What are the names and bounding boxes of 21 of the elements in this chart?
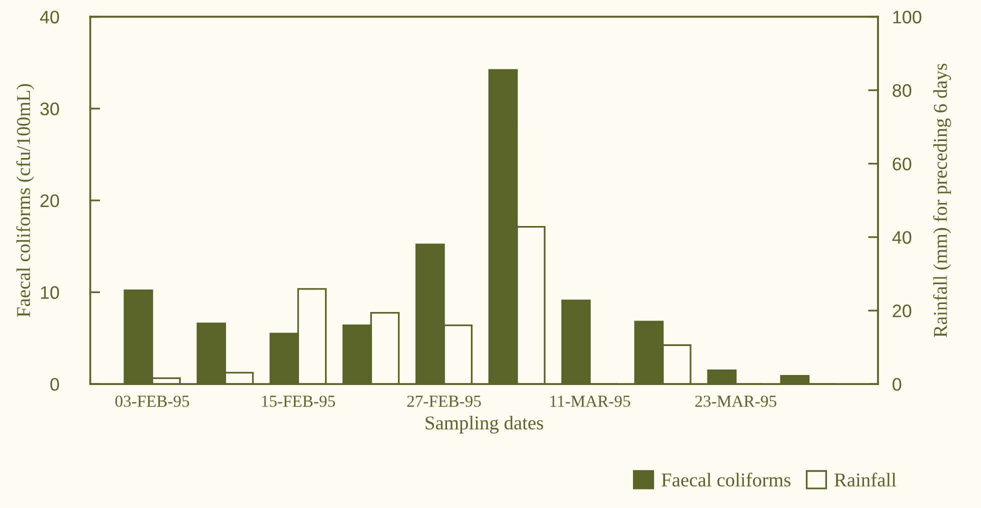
y2-tick-label: 80 xyxy=(892,84,912,97)
y2-tick-label: 20 xyxy=(892,304,912,318)
x-tick-label: 03-FEB-95 xyxy=(115,396,190,407)
y-tick-label: 10 xyxy=(40,286,59,299)
x-tick-label: 11-MAR-95 xyxy=(550,396,630,407)
y2-tick-label: 0 xyxy=(892,378,902,391)
y-tick-label: 40 xyxy=(40,10,59,24)
y-tick-label: 0 xyxy=(50,378,59,391)
y-tick-label: 30 xyxy=(40,102,59,116)
legend-label: Faecal coliforms xyxy=(662,472,790,487)
y2-tick-label: 100 xyxy=(893,10,922,24)
y2-axis-title: Rainfall (mm) for preceding 6 days xyxy=(933,64,952,338)
y-tick-label: 20 xyxy=(40,194,59,208)
x-tick-label: 15-FEB-95 xyxy=(262,396,335,407)
x-axis-title: Sampling dates xyxy=(426,416,544,434)
x-tick-label: 23-MAR-95 xyxy=(695,396,776,407)
y-axis-title: Faecal coliforms (cfu/100mL) xyxy=(16,84,34,318)
y2-tick-label: 60 xyxy=(892,158,912,170)
legend-label: Rainfall xyxy=(834,472,896,487)
x-tick-label: 27-FEB-95 xyxy=(407,396,481,407)
y2-tick-label: 40 xyxy=(892,231,912,244)
